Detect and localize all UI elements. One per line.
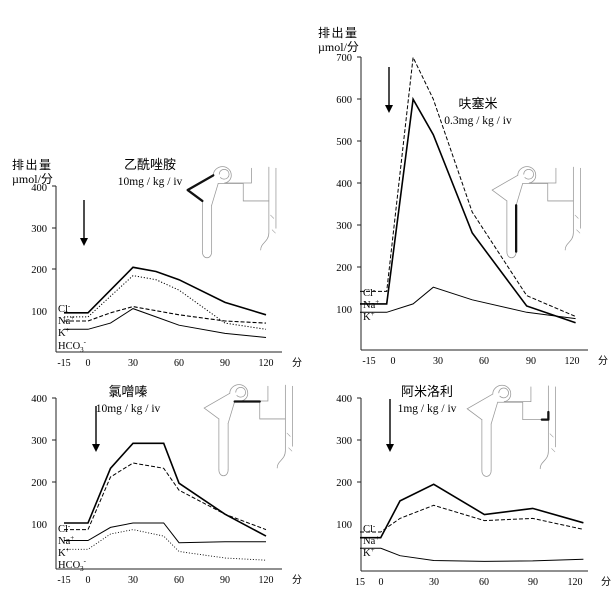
svg-text:1mg / kg / iv: 1mg / kg / iv <box>398 403 457 415</box>
svg-text:300: 300 <box>31 224 47 235</box>
svg-text:呋塞米: 呋塞米 <box>458 96 497 111</box>
svg-text:90: 90 <box>528 577 538 588</box>
svg-text:30: 30 <box>429 577 439 588</box>
svg-text:60: 60 <box>174 575 184 586</box>
svg-text:200: 200 <box>31 478 47 489</box>
svg-text:100: 100 <box>336 305 352 316</box>
svg-text:300: 300 <box>336 221 352 232</box>
svg-text:15: 15 <box>355 577 365 588</box>
svg-text:排出量: 排出量 <box>12 158 53 172</box>
svg-text:分: 分 <box>601 576 611 588</box>
svg-text:0: 0 <box>379 577 384 588</box>
svg-text:分: 分 <box>292 574 302 586</box>
svg-text:120: 120 <box>259 358 274 369</box>
svg-text:-15: -15 <box>362 356 375 367</box>
svg-text:分: 分 <box>292 357 302 369</box>
svg-text:-15: -15 <box>57 358 70 369</box>
svg-text:120: 120 <box>568 577 583 588</box>
svg-text:90: 90 <box>526 356 536 367</box>
svg-text:乙酰唑胺: 乙酰唑胺 <box>124 157 176 172</box>
svg-text:100: 100 <box>31 307 47 318</box>
svg-text:分: 分 <box>598 355 608 367</box>
svg-text:90: 90 <box>220 358 230 369</box>
svg-text:400: 400 <box>31 183 47 194</box>
svg-text:500: 500 <box>336 137 352 148</box>
svg-text:排出量: 排出量 <box>318 26 359 40</box>
svg-text:200: 200 <box>336 478 352 489</box>
svg-text:100: 100 <box>31 520 47 531</box>
svg-text:90: 90 <box>220 575 230 586</box>
svg-text:400: 400 <box>336 394 352 405</box>
svg-text:100: 100 <box>336 520 352 531</box>
svg-text:700: 700 <box>336 53 352 64</box>
svg-text:400: 400 <box>31 394 47 405</box>
svg-text:60: 60 <box>479 577 489 588</box>
svg-text:0: 0 <box>86 358 91 369</box>
svg-text:60: 60 <box>479 356 489 367</box>
svg-text:200: 200 <box>31 265 47 276</box>
svg-text:0: 0 <box>391 356 396 367</box>
svg-text:300: 300 <box>31 436 47 447</box>
svg-text:30: 30 <box>128 575 138 586</box>
svg-text:60: 60 <box>174 358 184 369</box>
svg-text:-15: -15 <box>57 575 70 586</box>
svg-text:600: 600 <box>336 95 352 106</box>
svg-text:200: 200 <box>336 263 352 274</box>
svg-text:阿米洛利: 阿米洛利 <box>401 384 453 399</box>
svg-text:400: 400 <box>336 179 352 190</box>
svg-text:120: 120 <box>565 356 580 367</box>
svg-text:10mg / kg / iv: 10mg / kg / iv <box>118 176 183 188</box>
svg-text:µmol/分: µmol/分 <box>318 40 359 54</box>
svg-text:0: 0 <box>86 575 91 586</box>
svg-text:120: 120 <box>259 575 274 586</box>
svg-text:30: 30 <box>433 356 443 367</box>
svg-text:300: 300 <box>336 436 352 447</box>
svg-text:10mg / kg / iv: 10mg / kg / iv <box>96 403 161 415</box>
svg-text:氯噌嗪: 氯噌嗪 <box>108 384 147 399</box>
svg-text:0.3mg / kg / iv: 0.3mg / kg / iv <box>444 115 512 127</box>
svg-text:30: 30 <box>128 358 138 369</box>
